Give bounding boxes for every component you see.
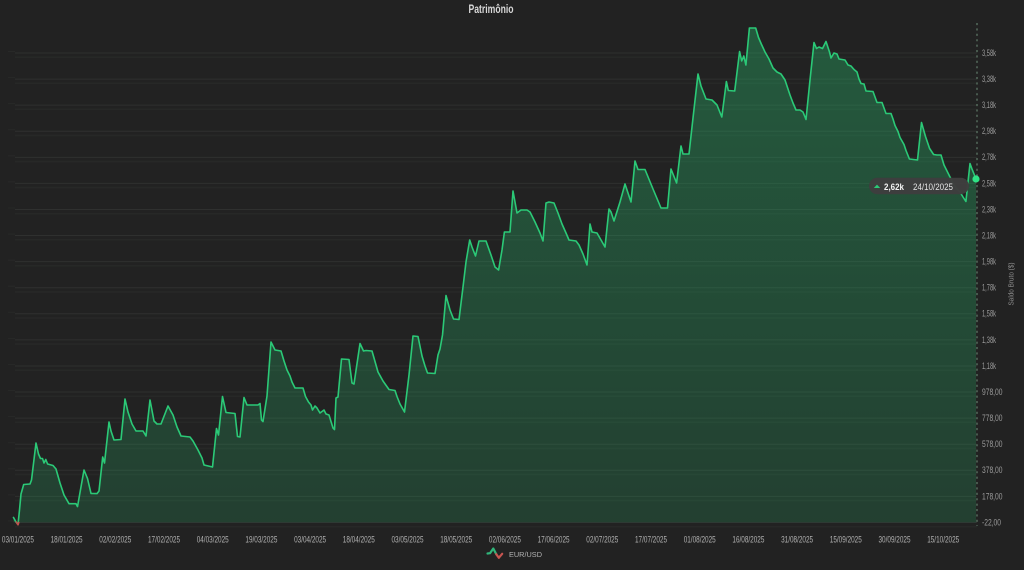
svg-text:18/05/2025: 18/05/2025	[440, 535, 472, 545]
svg-text:15/09/2025: 15/09/2025	[830, 535, 862, 545]
svg-text:2,38k: 2,38k	[982, 204, 996, 214]
svg-text:02/07/2025: 02/07/2025	[586, 535, 618, 545]
svg-text:03/01/2025: 03/01/2025	[2, 535, 34, 545]
svg-text:01/08/2025: 01/08/2025	[684, 535, 716, 545]
svg-text:778,00: 778,00	[982, 413, 1003, 423]
svg-text:EUR/USD: EUR/USD	[509, 550, 542, 559]
svg-text:2,18k: 2,18k	[982, 230, 996, 240]
svg-text:378,00: 378,00	[982, 465, 1003, 475]
svg-text:Saldo Bruto ($): Saldo Bruto ($)	[1009, 263, 1016, 306]
svg-text:-22,00: -22,00	[982, 517, 1001, 527]
svg-text:18/01/2025: 18/01/2025	[51, 535, 83, 545]
svg-text:Patrimônio: Patrimônio	[469, 4, 514, 16]
svg-text:2,98k: 2,98k	[982, 126, 996, 136]
svg-text:04/03/2025: 04/03/2025	[197, 535, 229, 545]
svg-text:30/09/2025: 30/09/2025	[879, 535, 911, 545]
svg-text:3,58k: 3,58k	[982, 48, 996, 58]
svg-text:578,00: 578,00	[982, 439, 1003, 449]
svg-text:19/03/2025: 19/03/2025	[245, 535, 277, 545]
svg-text:178,00: 178,00	[982, 491, 1003, 501]
svg-text:24/10/2025: 24/10/2025	[913, 182, 953, 192]
svg-text:1,18k: 1,18k	[982, 361, 996, 371]
svg-text:16/08/2025: 16/08/2025	[732, 535, 764, 545]
svg-text:17/06/2025: 17/06/2025	[538, 535, 570, 545]
svg-text:17/07/2025: 17/07/2025	[635, 535, 667, 545]
svg-text:1,78k: 1,78k	[982, 283, 996, 293]
svg-text:17/02/2025: 17/02/2025	[148, 535, 180, 545]
svg-text:2,58k: 2,58k	[982, 178, 996, 188]
svg-text:3,18k: 3,18k	[982, 100, 996, 110]
svg-text:1,98k: 1,98k	[982, 257, 996, 267]
svg-text:18/04/2025: 18/04/2025	[343, 535, 375, 545]
svg-text:1,58k: 1,58k	[982, 309, 996, 319]
svg-text:15/10/2025: 15/10/2025	[927, 535, 959, 545]
svg-text:03/05/2025: 03/05/2025	[392, 535, 424, 545]
svg-text:978,00: 978,00	[982, 387, 1003, 397]
svg-text:2,62k: 2,62k	[884, 182, 905, 192]
svg-text:02/06/2025: 02/06/2025	[489, 535, 521, 545]
svg-text:3,38k: 3,38k	[982, 74, 996, 84]
svg-text:31/08/2025: 31/08/2025	[781, 535, 813, 545]
svg-text:2,78k: 2,78k	[982, 152, 996, 162]
svg-text:1,38k: 1,38k	[982, 335, 996, 345]
svg-text:02/02/2025: 02/02/2025	[99, 535, 131, 545]
svg-text:03/04/2025: 03/04/2025	[294, 535, 326, 545]
